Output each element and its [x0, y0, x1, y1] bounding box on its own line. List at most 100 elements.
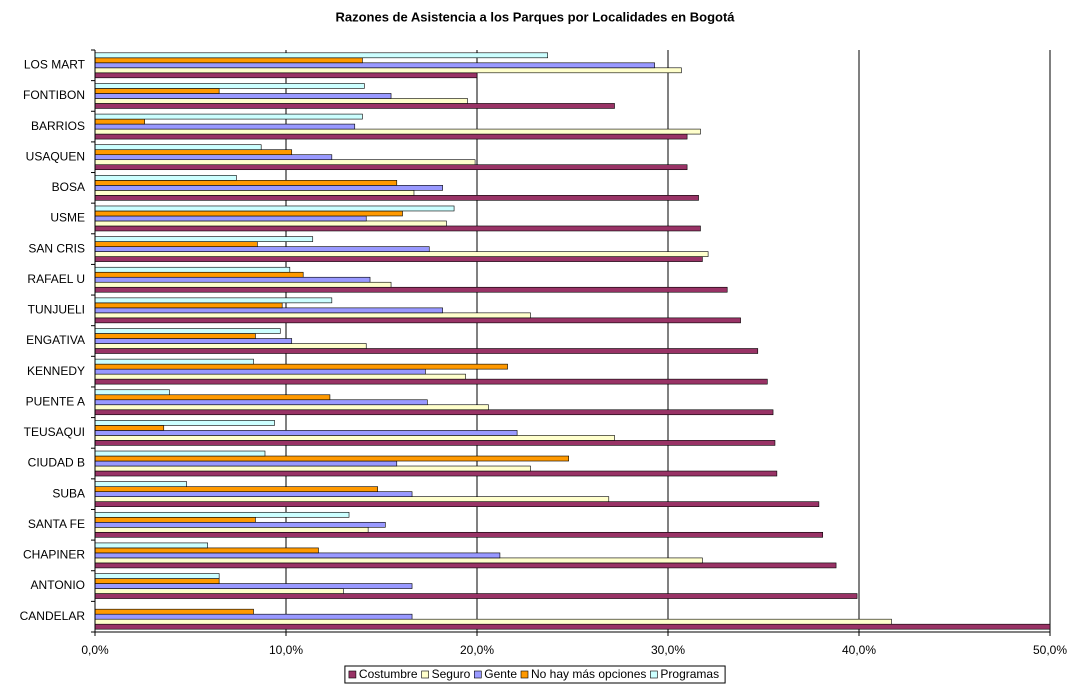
- y-tick-label: BARRIOS: [31, 119, 85, 133]
- bar: [94, 430, 518, 436]
- bar: [94, 251, 709, 257]
- bar: [94, 88, 220, 94]
- y-tick-label: KENNEDY: [27, 364, 85, 378]
- legend-label: No hay más opciones: [531, 667, 646, 681]
- bar: [94, 164, 688, 171]
- bar: [94, 271, 304, 278]
- y-tick-label: ENGATIVA: [26, 333, 85, 347]
- bar: [94, 281, 392, 288]
- legend-swatch: [421, 670, 429, 679]
- bar: [94, 455, 569, 462]
- bar: [94, 307, 443, 314]
- bar: [94, 154, 333, 161]
- bar: [94, 133, 688, 140]
- bar: [94, 593, 858, 599]
- bar: [94, 465, 531, 472]
- bar: [94, 312, 531, 319]
- x-tick-label: 50,0%: [1033, 643, 1067, 657]
- bar: [94, 180, 398, 186]
- y-tick-label: SAN CRIS: [28, 241, 85, 255]
- bar: [94, 236, 314, 242]
- bar: [94, 378, 768, 385]
- bar: [94, 420, 275, 426]
- legend-box: [344, 665, 726, 684]
- bar: [94, 368, 426, 375]
- bar: [94, 491, 413, 497]
- legend-swatch: [348, 670, 357, 679]
- bar: [94, 557, 703, 564]
- bar: [94, 144, 262, 151]
- bar: [94, 215, 367, 222]
- bar: [94, 338, 293, 344]
- bar: [94, 343, 367, 349]
- bar: [94, 547, 319, 554]
- bar: [94, 62, 655, 69]
- legend: Costumbre Seguro Gente No hay más opciones P…: [344, 665, 726, 684]
- bar: [94, 481, 187, 487]
- y-tick-label: CANDELAR: [20, 609, 86, 623]
- bar: [94, 542, 208, 549]
- bar: [94, 185, 443, 191]
- bar: [94, 450, 266, 457]
- y-tick-label: USME: [50, 211, 85, 225]
- y-tick-label: CHAPINER: [23, 548, 85, 562]
- bar: [94, 317, 741, 324]
- bar: [94, 123, 356, 130]
- bar: [94, 225, 701, 232]
- bar: [94, 588, 344, 594]
- bar: [94, 460, 398, 467]
- legend-label: Seguro: [432, 667, 471, 681]
- bar: [94, 83, 365, 89]
- bar: [94, 496, 610, 502]
- bar: [94, 562, 837, 569]
- bar: [94, 394, 331, 401]
- bar: [94, 404, 489, 411]
- bar: [94, 333, 256, 339]
- bar: [94, 266, 291, 273]
- bar: [94, 470, 778, 477]
- bar: [94, 613, 413, 620]
- bar: [94, 149, 293, 156]
- bar: [94, 618, 892, 625]
- y-tick-label: RAFAEL U: [27, 272, 85, 286]
- bar: [94, 486, 378, 492]
- y-tick-label: USAQUEN: [26, 149, 85, 163]
- legend-label: Programas: [660, 667, 719, 681]
- bar: [94, 52, 548, 59]
- bar: [94, 552, 501, 559]
- bar: [94, 67, 682, 74]
- bar: [94, 425, 165, 431]
- bar: [94, 57, 363, 64]
- y-tick-label: TUNJUELI: [28, 303, 85, 317]
- bar: [94, 521, 386, 528]
- bar: [94, 511, 350, 518]
- bar: [94, 118, 145, 125]
- bar: [94, 516, 256, 523]
- bar: [94, 241, 258, 247]
- x-tick-label: 20,0%: [460, 643, 494, 657]
- bar: [94, 578, 220, 584]
- legend-swatch: [473, 670, 482, 679]
- bar: [94, 103, 615, 109]
- y-tick-label: ANTONIO: [31, 578, 85, 592]
- bar: [94, 286, 728, 293]
- bar: [94, 159, 476, 166]
- bar: [94, 72, 478, 79]
- legend-label: Gente: [484, 667, 517, 681]
- y-tick-label: SANTA FE: [28, 517, 85, 531]
- bar: [94, 573, 220, 579]
- bar: [94, 276, 371, 283]
- x-tick-label: 40,0%: [842, 643, 876, 657]
- y-tick-label: LOS MART: [24, 57, 86, 71]
- bar: [94, 389, 170, 396]
- y-tick-label: FONTIBON: [23, 88, 85, 102]
- bar: [94, 190, 415, 196]
- y-tick-label: BOSA: [52, 180, 85, 194]
- bar: [94, 210, 403, 217]
- legend-swatch: [520, 670, 529, 679]
- bar: [94, 526, 369, 533]
- bar: [94, 623, 1051, 630]
- bar: [94, 608, 254, 615]
- bar: [94, 440, 776, 446]
- bar: [94, 531, 824, 538]
